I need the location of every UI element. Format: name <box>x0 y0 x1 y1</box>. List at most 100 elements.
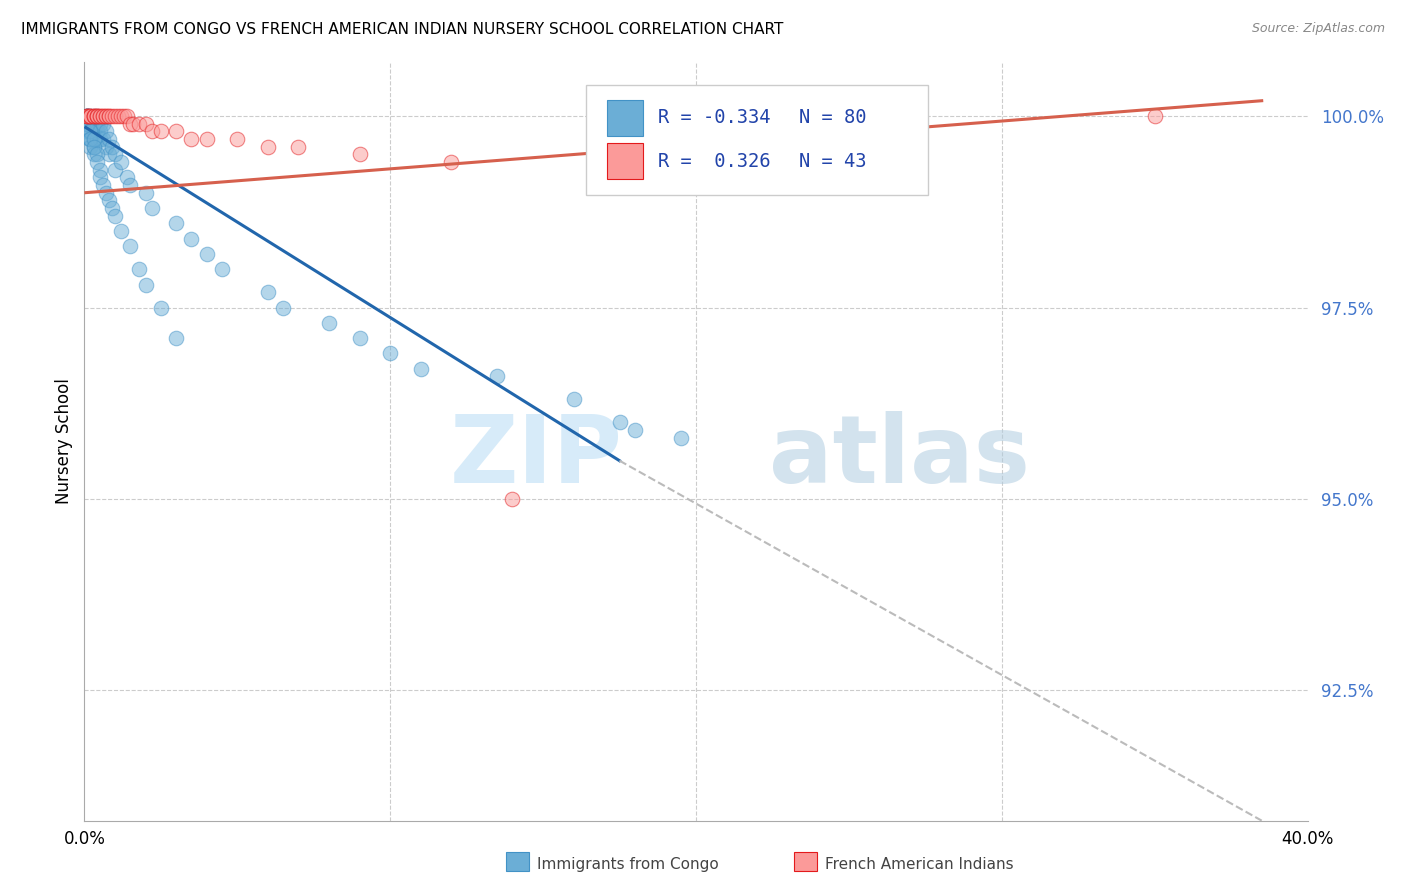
Point <box>79 109 101 123</box>
Point <box>83 139 105 153</box>
Point <box>180 231 202 245</box>
Point <box>120 178 142 192</box>
Point <box>79 109 101 123</box>
Point <box>104 162 127 177</box>
Point <box>593 124 616 138</box>
Point <box>76 117 98 131</box>
Point <box>79 109 101 123</box>
Point <box>94 109 117 123</box>
Text: Immigrants from Congo: Immigrants from Congo <box>537 857 718 872</box>
Point <box>89 124 111 138</box>
Point <box>76 109 98 123</box>
Point <box>101 139 124 153</box>
Point <box>624 423 647 437</box>
Text: French American Indians: French American Indians <box>825 857 1014 872</box>
Text: N = 80: N = 80 <box>799 108 866 128</box>
Point <box>79 117 101 131</box>
Point <box>83 124 105 138</box>
Point <box>149 124 172 138</box>
Bar <box>606 100 644 136</box>
Point <box>195 247 218 261</box>
Point <box>195 132 218 146</box>
Point <box>86 109 108 123</box>
Point <box>120 239 142 253</box>
Point <box>165 124 187 138</box>
Point <box>79 132 101 146</box>
Point <box>349 147 371 161</box>
Point <box>79 124 101 138</box>
Point <box>79 109 101 123</box>
Text: R = -0.334: R = -0.334 <box>658 108 770 128</box>
Point <box>135 117 157 131</box>
FancyBboxPatch shape <box>586 85 928 195</box>
Point <box>120 117 142 131</box>
Point <box>562 392 585 407</box>
Point <box>226 132 249 146</box>
Point <box>79 132 101 146</box>
Point <box>107 109 129 123</box>
Point <box>135 277 157 292</box>
Point <box>79 139 101 153</box>
Point <box>94 124 117 138</box>
Point <box>83 139 105 153</box>
Point <box>94 139 117 153</box>
Point <box>349 331 371 345</box>
Point <box>609 416 631 430</box>
Point <box>76 109 98 123</box>
Point <box>76 109 98 123</box>
Point <box>89 132 111 146</box>
Point <box>83 109 105 123</box>
Point <box>91 109 114 123</box>
Point <box>122 117 145 131</box>
Point <box>83 147 105 161</box>
Point <box>110 224 132 238</box>
Point <box>86 155 108 169</box>
Point <box>86 124 108 138</box>
Point <box>79 117 101 131</box>
Point <box>76 117 98 131</box>
Point <box>211 262 233 277</box>
Point <box>380 346 402 360</box>
Point <box>257 139 280 153</box>
Point <box>83 132 105 146</box>
Point <box>669 431 692 445</box>
Point <box>165 216 187 230</box>
Point <box>115 109 138 123</box>
Point <box>141 201 163 215</box>
Text: ZIP: ZIP <box>450 410 623 503</box>
Point <box>91 109 114 123</box>
Y-axis label: Nursery School: Nursery School <box>55 378 73 505</box>
Text: Source: ZipAtlas.com: Source: ZipAtlas.com <box>1251 22 1385 36</box>
Point <box>409 361 432 376</box>
Point <box>97 132 120 146</box>
Point <box>83 109 105 123</box>
Point <box>76 109 98 123</box>
Point <box>89 109 111 123</box>
Point <box>110 109 132 123</box>
Point <box>287 139 309 153</box>
Point <box>76 109 98 123</box>
Point <box>141 124 163 138</box>
Point <box>97 147 120 161</box>
Point <box>91 178 114 192</box>
Point <box>89 109 111 123</box>
Point <box>271 301 294 315</box>
Point <box>97 109 120 123</box>
Point <box>440 155 463 169</box>
Point <box>101 109 124 123</box>
Point <box>86 109 108 123</box>
Point <box>1143 109 1166 123</box>
Point <box>110 155 132 169</box>
Point <box>76 124 98 138</box>
Point <box>318 316 340 330</box>
Point <box>76 117 98 131</box>
Point <box>97 109 120 123</box>
Point <box>83 132 105 146</box>
Point <box>180 132 202 146</box>
Point <box>101 201 124 215</box>
Point <box>115 170 138 185</box>
Point <box>79 124 101 138</box>
Point <box>149 301 172 315</box>
Bar <box>606 143 644 179</box>
Point <box>76 109 98 123</box>
